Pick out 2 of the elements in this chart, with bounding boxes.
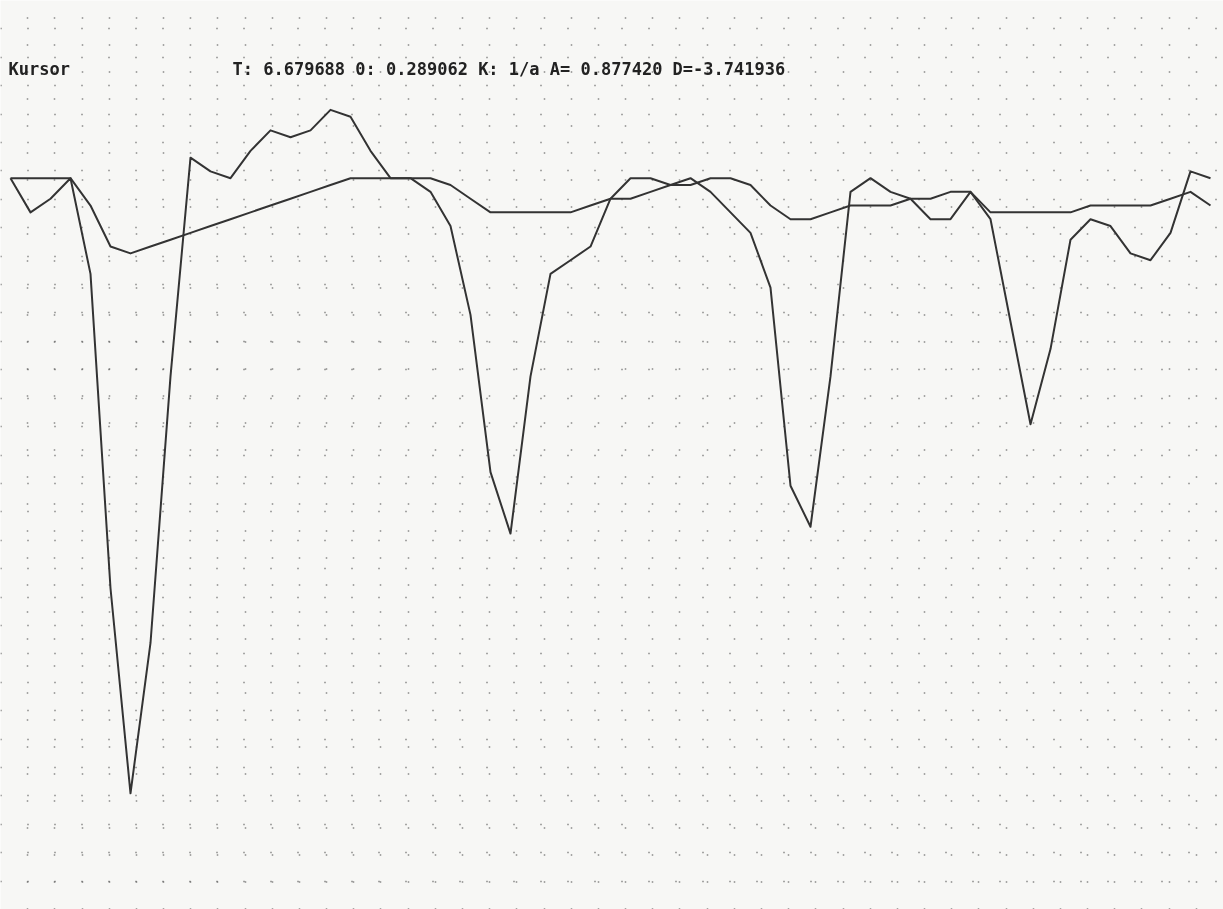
text: Kursor xyxy=(8,58,70,79)
text: T: 6.679688 0: 0.289062 K: 1/a A= 0.877420 D=-3.741936 xyxy=(232,58,786,79)
